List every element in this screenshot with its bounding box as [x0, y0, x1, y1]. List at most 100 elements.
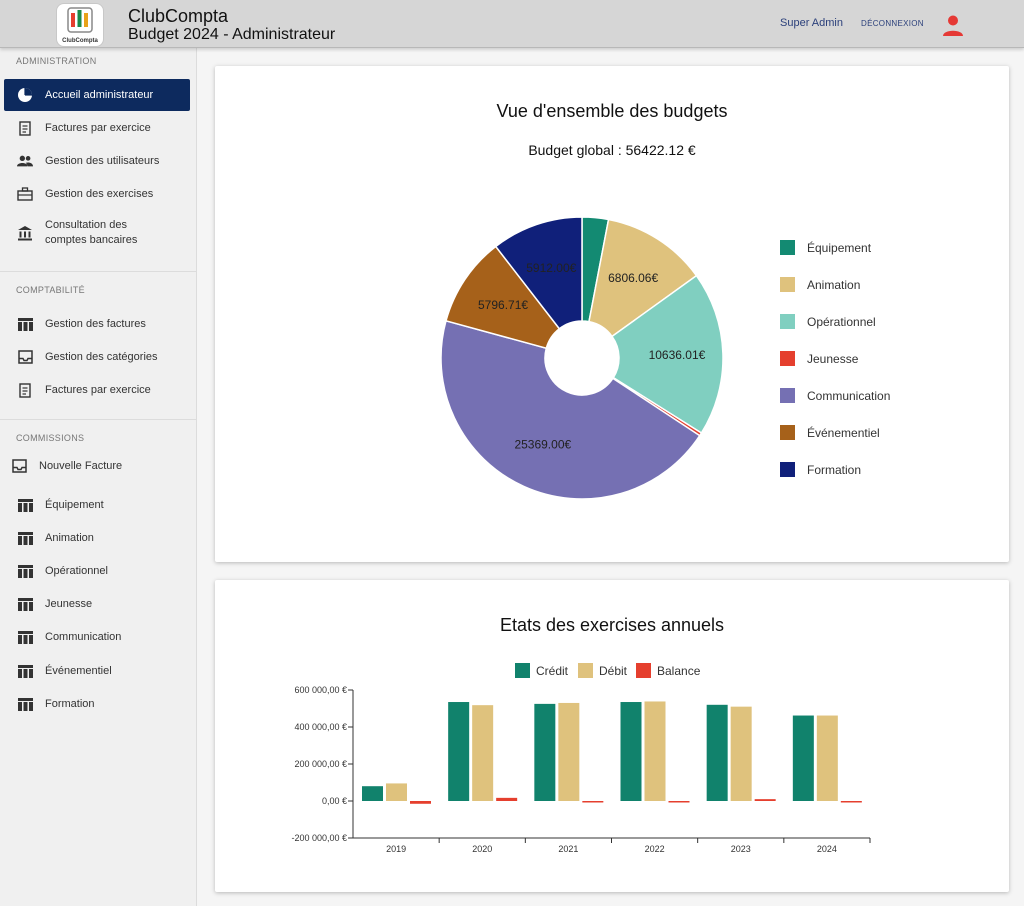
legend-swatch [515, 663, 530, 678]
sidebar-divider [0, 271, 196, 272]
pie-data-label: 5912.00€ [526, 261, 576, 275]
legend-label: Formation [807, 462, 862, 477]
nav-label: Communication [45, 630, 122, 643]
nav-commission-item[interactable]: Événementiel [4, 655, 190, 687]
inbox-icon [17, 349, 33, 365]
legend-swatch [780, 277, 795, 292]
pie-slice-2[interactable] [588, 218, 698, 338]
nav-commission-item[interactable]: Formation [4, 688, 190, 720]
nav-invoices-by-year[interactable]: Factures par exercice [4, 112, 190, 144]
nav-new-invoice[interactable]: Nouvelle Facture [0, 450, 186, 482]
legend-label: Événementiel [807, 425, 880, 440]
nav-label: Équipement [45, 498, 104, 511]
legend-swatch [780, 388, 795, 403]
user-role-link[interactable]: Super Admin [780, 17, 843, 29]
logout-button[interactable]: DÉCONNEXION [861, 19, 924, 28]
nav-label: Factures par exercice [45, 383, 151, 396]
nav-label: Formation [45, 697, 95, 710]
nav-commission-item[interactable]: Équipement [4, 489, 190, 521]
nav-user-management[interactable]: Gestion des utilisateurs [4, 145, 190, 177]
nav-commission-item[interactable]: Opérationnel [4, 555, 190, 587]
pie-legend-item[interactable]: Formation [780, 462, 861, 477]
table-icon [17, 629, 33, 645]
nav-category-management[interactable]: Gestion des catégories [4, 341, 190, 373]
pie-data-label: 5796.71€ [478, 298, 528, 312]
legend-swatch [780, 425, 795, 440]
nav-bank-accounts[interactable]: Consultation des comptes bancaires [4, 214, 190, 252]
legend-swatch [636, 663, 651, 678]
nav-exercise-management[interactable]: Gestion des exercises [4, 178, 190, 210]
table-icon [17, 316, 33, 332]
pie-data-label: 6806.06€ [608, 271, 658, 285]
pie-legend-item[interactable]: Équipement [780, 240, 871, 255]
annual-exercises-title: Etats des exercises annuels [499, 615, 725, 635]
legend-swatch [780, 314, 795, 329]
bar-legend-item[interactable]: Crédit [515, 663, 568, 678]
legend-swatch [578, 663, 593, 678]
nav-label: Gestion des catégories [45, 350, 158, 363]
pie-legend-item[interactable]: Opérationnel [780, 314, 876, 329]
table-icon [17, 530, 33, 546]
budget-overview-card: Vue d'ensemble des budgets Budget global… [215, 66, 1009, 562]
logo-mark-icon [67, 7, 93, 33]
pie-legend-item[interactable]: Événementiel [780, 425, 880, 440]
legend-label: Équipement [807, 240, 872, 255]
legend-label: Balance [657, 663, 701, 678]
legend-label: Débit [599, 663, 628, 678]
nav-label: Jeunesse [45, 597, 93, 610]
nav-label: Factures par exercice [45, 121, 151, 134]
legend-label: Opérationnel [807, 314, 876, 329]
budget-overview-title: Vue d'ensemble des budgets [496, 101, 728, 121]
nav-label: Événementiel [45, 664, 112, 677]
table-icon [17, 497, 33, 513]
sidebar-divider [0, 419, 196, 420]
app-name: ClubCompta [128, 6, 229, 26]
legend-label: Animation [807, 277, 861, 292]
legend-label: Jeunesse [807, 351, 859, 366]
pie-slice-7[interactable] [494, 216, 583, 330]
pie-legend-item[interactable]: Animation [780, 277, 860, 292]
nav-label: Nouvelle Facture [39, 459, 123, 472]
legend-label: Crédit [536, 663, 569, 678]
legend-swatch [780, 351, 795, 366]
legend-swatch [780, 240, 795, 255]
nav-label: Opérationnel [45, 564, 108, 577]
table-icon [17, 596, 33, 612]
nav-label: Consultation des comptes bancaires [45, 219, 138, 246]
legend-swatch [780, 462, 795, 477]
pie-slice-6[interactable] [445, 245, 561, 350]
section-title-administration: ADMINISTRATION [16, 56, 97, 66]
pie-data-label: 10636.01€ [649, 348, 706, 362]
bar-legend-item[interactable]: Débit [578, 663, 627, 678]
receipt-icon [17, 382, 33, 398]
pie-chart-icon [17, 87, 33, 103]
pie-slice-5[interactable] [440, 319, 701, 500]
pie-legend-item[interactable]: Communication [780, 388, 890, 403]
table-icon [17, 563, 33, 579]
inbox-icon [11, 458, 27, 474]
section-title-comptabilite: COMPTABILITÉ [16, 285, 85, 295]
nav-admin-home[interactable]: Accueil administrateur [4, 79, 190, 111]
annual-exercises-card: Etats des exercises annuels [215, 580, 1009, 892]
people-icon [17, 153, 33, 169]
bank-icon [17, 225, 33, 241]
budget-doughnut-chart: 6806.06€ 10636.01€ 25369.00€ 5796.71€ 5912.0… [440, 216, 724, 500]
receipt-icon [17, 120, 33, 136]
user-account-icon[interactable] [941, 13, 965, 37]
app-header: ClubCompta ClubCompta Budget 2024 - Admi… [0, 0, 1024, 48]
legend-label: Communication [807, 388, 891, 403]
table-icon [17, 696, 33, 712]
clubcompta-logo[interactable]: ClubCompta [57, 4, 103, 46]
nav-label: Accueil administrateur [45, 88, 154, 101]
bar-legend-item[interactable]: Balance [636, 663, 700, 678]
nav-compta-invoices-by-year[interactable]: Factures par exercice [4, 374, 190, 406]
logo-caption: ClubCompta [62, 38, 98, 44]
nav-commission-item[interactable]: Communication [4, 621, 190, 653]
nav-label: Gestion des factures [45, 317, 146, 330]
table-icon [17, 663, 33, 679]
pie-legend-item[interactable]: Jeunesse [780, 351, 858, 366]
nav-commission-item[interactable]: Jeunesse [4, 588, 190, 620]
nav-invoice-management[interactable]: Gestion des factures [4, 308, 190, 340]
nav-label: Gestion des utilisateurs [45, 154, 160, 167]
nav-commission-item[interactable]: Animation [4, 522, 190, 554]
